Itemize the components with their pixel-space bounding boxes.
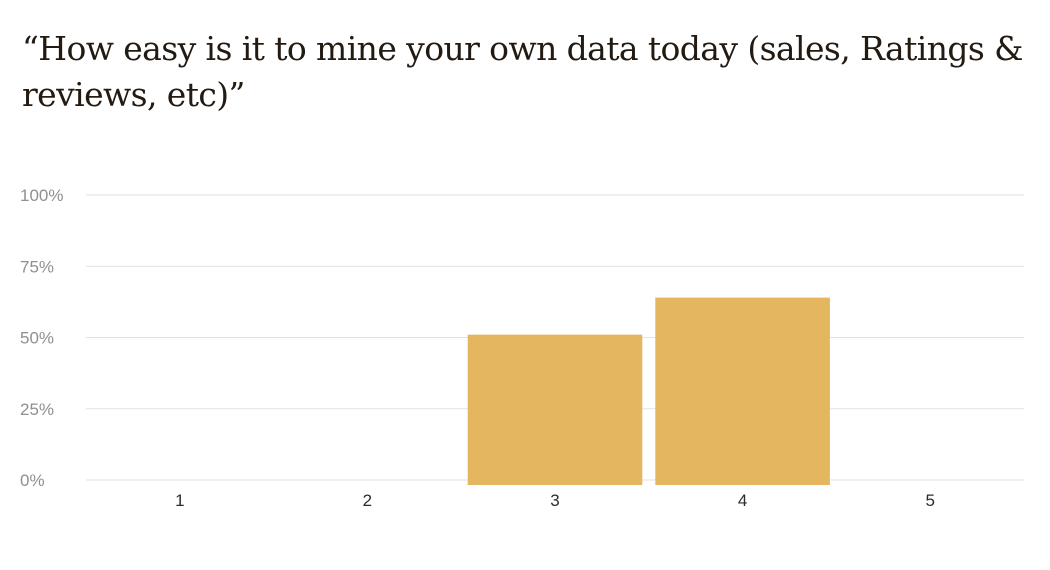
x-axis-ticks: 1 2 3 4 5: [175, 491, 935, 510]
x-tick-label: 5: [925, 491, 934, 510]
y-tick-label: 25%: [20, 400, 54, 419]
bars: [467, 297, 830, 485]
x-tick-label: 1: [175, 491, 184, 510]
x-tick-label: 2: [363, 491, 372, 510]
chart-title: “How easy is it to mine your own data to…: [22, 29, 1023, 114]
x-tick-label: 4: [738, 491, 747, 510]
x-tick-label: 3: [550, 491, 559, 510]
y-tick-label: 0%: [20, 471, 45, 490]
bar-4: [655, 297, 830, 485]
y-axis-ticks: 0% 25% 50% 75% 100%: [20, 186, 63, 490]
bar-3: [467, 334, 643, 485]
y-tick-label: 100%: [20, 186, 63, 205]
y-tick-label: 75%: [20, 257, 54, 276]
y-tick-label: 50%: [20, 329, 54, 348]
